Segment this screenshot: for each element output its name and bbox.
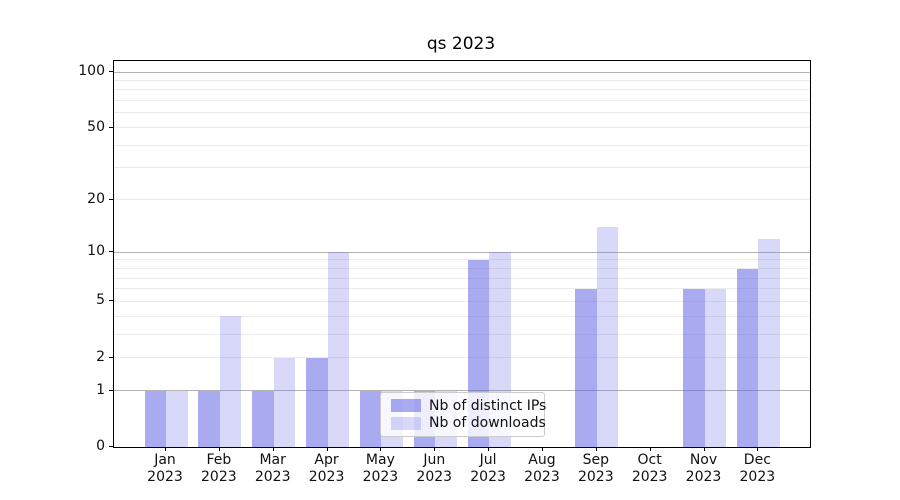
y-tick-label: 5 — [96, 292, 105, 309]
x-axis-tick — [649, 447, 651, 451]
gridline-minor — [114, 259, 810, 261]
y-tick-label: 2 — [96, 348, 105, 365]
y-axis-tick — [109, 251, 113, 253]
x-axis-tick — [757, 447, 759, 451]
x-tick-label: Aug 2023 — [524, 452, 560, 485]
gridline-major — [114, 71, 810, 73]
x-tick-label: Oct 2023 — [631, 452, 668, 485]
x-axis-tick — [218, 447, 220, 451]
bar-distinct-ips — [683, 288, 705, 447]
gridline-major — [114, 251, 810, 253]
x-axis-tick — [165, 447, 166, 451]
bar-downloads — [273, 357, 296, 447]
x-axis-tick — [434, 447, 436, 451]
gridline-minor — [114, 127, 810, 129]
bar-distinct-ips — [144, 390, 166, 447]
bar-distinct-ips — [736, 268, 759, 447]
y-tick-label: 10 — [87, 243, 105, 260]
x-axis-tick — [703, 447, 705, 451]
legend: Nb of distinct IPs Nb of downloads — [380, 392, 546, 437]
chart-title: qs 2023 — [426, 34, 496, 54]
legend-swatch-distinct-ips — [391, 399, 421, 413]
gridline-major — [114, 390, 810, 392]
x-axis-tick — [488, 447, 490, 451]
x-axis-tick — [595, 447, 597, 451]
y-tick-label: 1 — [96, 381, 105, 398]
bar-distinct-ips — [359, 390, 382, 447]
x-axis-tick — [326, 447, 328, 451]
gridline-minor — [114, 300, 810, 302]
bar-distinct-ips — [198, 390, 220, 447]
legend-swatch-downloads — [391, 416, 421, 430]
bar-distinct-ips — [252, 390, 274, 447]
bar-distinct-ips — [575, 288, 597, 447]
bar-downloads — [219, 316, 242, 447]
bar-downloads — [758, 238, 780, 447]
bar-downloads — [327, 252, 350, 447]
gridline-minor — [114, 267, 810, 269]
bar-downloads — [166, 390, 188, 447]
y-tick-label: 0 — [96, 438, 105, 454]
x-tick-label: Feb 2023 — [201, 452, 237, 485]
legend-label-downloads: Nb of downloads — [429, 415, 546, 432]
gridline-minor — [114, 89, 810, 91]
x-tick-label: Jun 2023 — [416, 452, 453, 485]
y-axis-tick — [109, 300, 113, 302]
x-tick-label: Sep 2023 — [577, 452, 614, 485]
y-axis-tick — [109, 198, 113, 200]
x-tick-label: Apr 2023 — [308, 452, 345, 485]
gridline-minor — [114, 112, 810, 114]
x-tick-label: Jan 2023 — [147, 452, 183, 485]
y-tick-label: 20 — [87, 190, 105, 207]
x-tick-label: Jul 2023 — [470, 452, 506, 485]
gridline-minor — [114, 100, 810, 102]
gridline-minor — [114, 144, 810, 146]
x-axis-tick — [272, 447, 274, 451]
gridline-minor — [114, 315, 810, 317]
x-axis-tick — [380, 447, 382, 451]
bar-downloads — [596, 227, 619, 447]
y-axis-tick — [109, 356, 113, 358]
bar-distinct-ips — [306, 357, 328, 447]
gridline-minor — [114, 357, 810, 359]
gridline-minor — [114, 333, 810, 335]
gridline-minor — [114, 167, 810, 169]
x-tick-label: Dec 2023 — [739, 452, 776, 485]
gridline-minor — [114, 79, 810, 81]
gridline-minor — [114, 277, 810, 279]
plot-area — [113, 60, 811, 448]
gridline-minor — [114, 288, 810, 290]
x-tick-label: May 2023 — [362, 452, 399, 485]
y-axis-tick — [109, 389, 113, 391]
y-axis-tick — [109, 71, 113, 72]
legend-label-distinct-ips: Nb of distinct IPs — [429, 397, 547, 414]
y-axis-tick — [109, 126, 113, 128]
legend-entry-distinct-ips: Nb of distinct IPs — [391, 397, 546, 415]
x-tick-label: Mar 2023 — [254, 452, 291, 485]
legend-entry-downloads: Nb of downloads — [391, 415, 546, 433]
y-axis-tick — [109, 446, 113, 447]
y-tick-label: 100 — [78, 63, 105, 79]
bar-downloads — [704, 288, 726, 447]
x-tick-label: Nov 2023 — [685, 452, 722, 485]
y-tick-label: 50 — [87, 118, 105, 135]
gridline-minor — [114, 199, 810, 201]
x-axis-tick — [541, 447, 543, 451]
